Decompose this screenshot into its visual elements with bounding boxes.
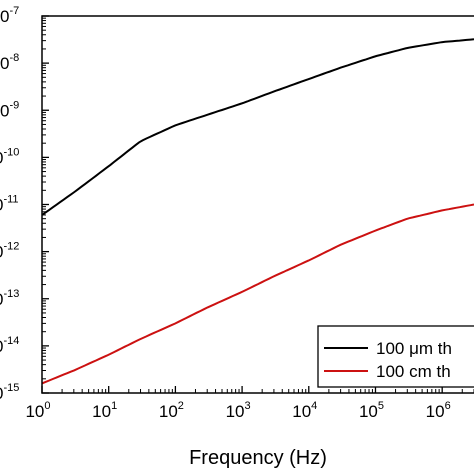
series-line-1 (41, 38, 474, 216)
x-tick-label: 101 (92, 400, 117, 421)
x-tick-label: 102 (159, 400, 184, 421)
y-tick-label: 0-15 (0, 382, 19, 403)
y-tick-label: 0-7 (0, 5, 19, 26)
x-tick-label: 103 (226, 400, 251, 421)
x-tick-label: 100 (25, 400, 50, 421)
legend: 100 μm th 100 cm th (317, 325, 474, 388)
y-tick-label: 0-9 (0, 99, 19, 120)
plot-layer (41, 38, 474, 385)
legend-label-2: 100 cm th (376, 362, 451, 381)
y-tick-label: 0-13 (0, 288, 19, 309)
legend-box (317, 325, 474, 388)
y-tick-label: 0-12 (0, 241, 19, 262)
x-tick-label: 105 (359, 400, 384, 421)
x-tick-label: 104 (292, 400, 317, 421)
series-line-2 (41, 203, 474, 385)
y-tick-label: 0-14 (0, 335, 19, 356)
legend-label-1: 100 μm th (376, 339, 452, 358)
y-tick-label: 0-8 (0, 52, 19, 73)
y-tick-label: 0-10 (0, 146, 19, 167)
x-tick-label: 106 (426, 400, 451, 421)
y-tick-label: 0-11 (0, 194, 19, 215)
axes-layer: 100 101 102 103 104 105 106 0-7 0-8 0-9 0-10 0-11 0-… (0, 5, 474, 421)
x-axis-title: Frequency (Hz) (189, 447, 327, 469)
